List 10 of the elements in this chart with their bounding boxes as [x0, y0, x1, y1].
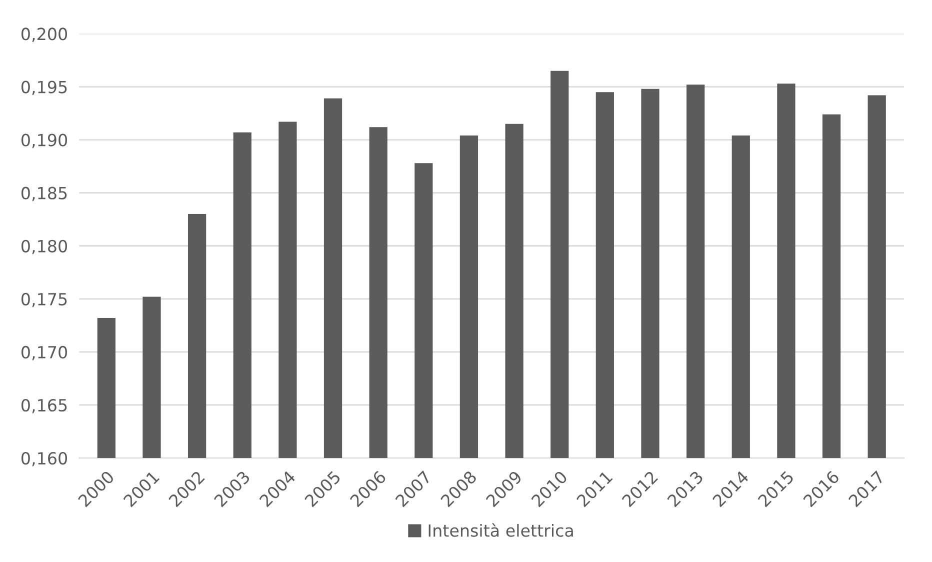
y-tick-label: 0,185: [21, 186, 67, 202]
legend-label: Intensità elettrica: [428, 523, 573, 537]
y-tick-label: 0,175: [21, 292, 67, 308]
y-tick-label: 0,180: [21, 240, 67, 254]
y-tick-label: 0,170: [21, 346, 67, 360]
y-tick-label: 0,200: [21, 28, 67, 42]
y-tick-label: 0,195: [21, 80, 67, 96]
y-tick-label: 0,190: [21, 134, 67, 148]
y-tick-label: 0,165: [21, 398, 67, 414]
y-tick-label: 0,160: [21, 452, 67, 466]
